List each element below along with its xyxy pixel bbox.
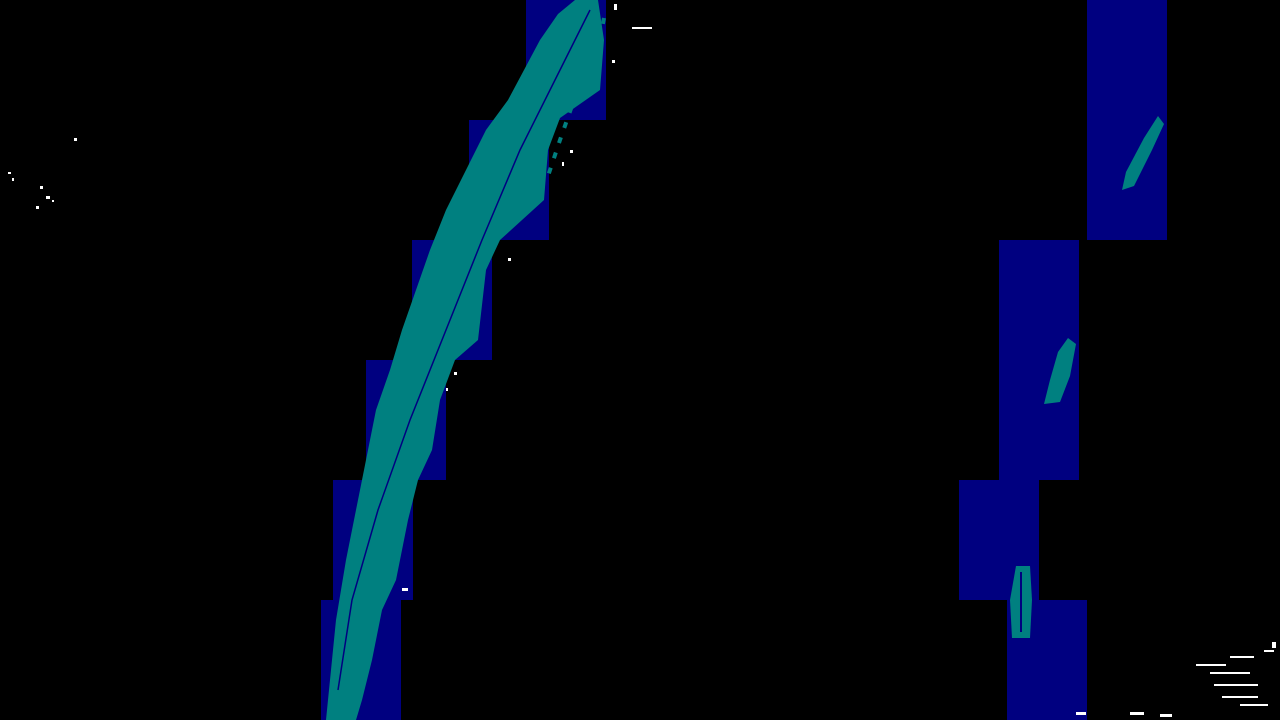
noise-dot bbox=[1264, 650, 1274, 652]
right-lane-segment-2 bbox=[1044, 338, 1076, 404]
right-lane-pixels bbox=[1010, 116, 1164, 638]
noise-dot bbox=[1214, 684, 1258, 686]
noise-dot bbox=[36, 206, 39, 209]
noise-pixels bbox=[8, 4, 1276, 717]
noise-dot bbox=[562, 162, 564, 166]
noise-dot bbox=[46, 196, 50, 199]
noise-dot bbox=[446, 388, 448, 391]
noise-dot bbox=[508, 258, 511, 261]
noise-dot bbox=[1222, 696, 1258, 698]
noise-dot bbox=[1076, 712, 1086, 715]
noise-dot bbox=[1196, 664, 1226, 666]
left-lane-pixels bbox=[326, 0, 606, 720]
noise-dot bbox=[40, 186, 43, 189]
left-lane-stroke bbox=[326, 0, 604, 720]
noise-dot bbox=[614, 4, 617, 10]
noise-dot bbox=[52, 200, 54, 202]
noise-dot bbox=[612, 60, 615, 63]
right-lane-windows bbox=[959, 0, 1167, 720]
noise-dot bbox=[1130, 712, 1144, 715]
noise-dot bbox=[454, 372, 457, 375]
noise-dot bbox=[632, 27, 652, 29]
noise-dot bbox=[1160, 714, 1172, 717]
right-window-1 bbox=[1087, 0, 1167, 240]
noise-dot bbox=[1272, 642, 1276, 648]
noise-dot bbox=[1230, 656, 1254, 658]
noise-dot bbox=[570, 150, 573, 153]
noise-dot bbox=[1240, 704, 1268, 706]
left-lane-core-gap bbox=[337, 9, 591, 691]
noise-dot bbox=[74, 138, 77, 141]
noise-dot bbox=[8, 172, 11, 174]
right-lane-segment-1 bbox=[1122, 116, 1164, 190]
noise-dot bbox=[402, 588, 408, 591]
noise-dot bbox=[12, 178, 14, 181]
noise-dot bbox=[1210, 672, 1250, 674]
